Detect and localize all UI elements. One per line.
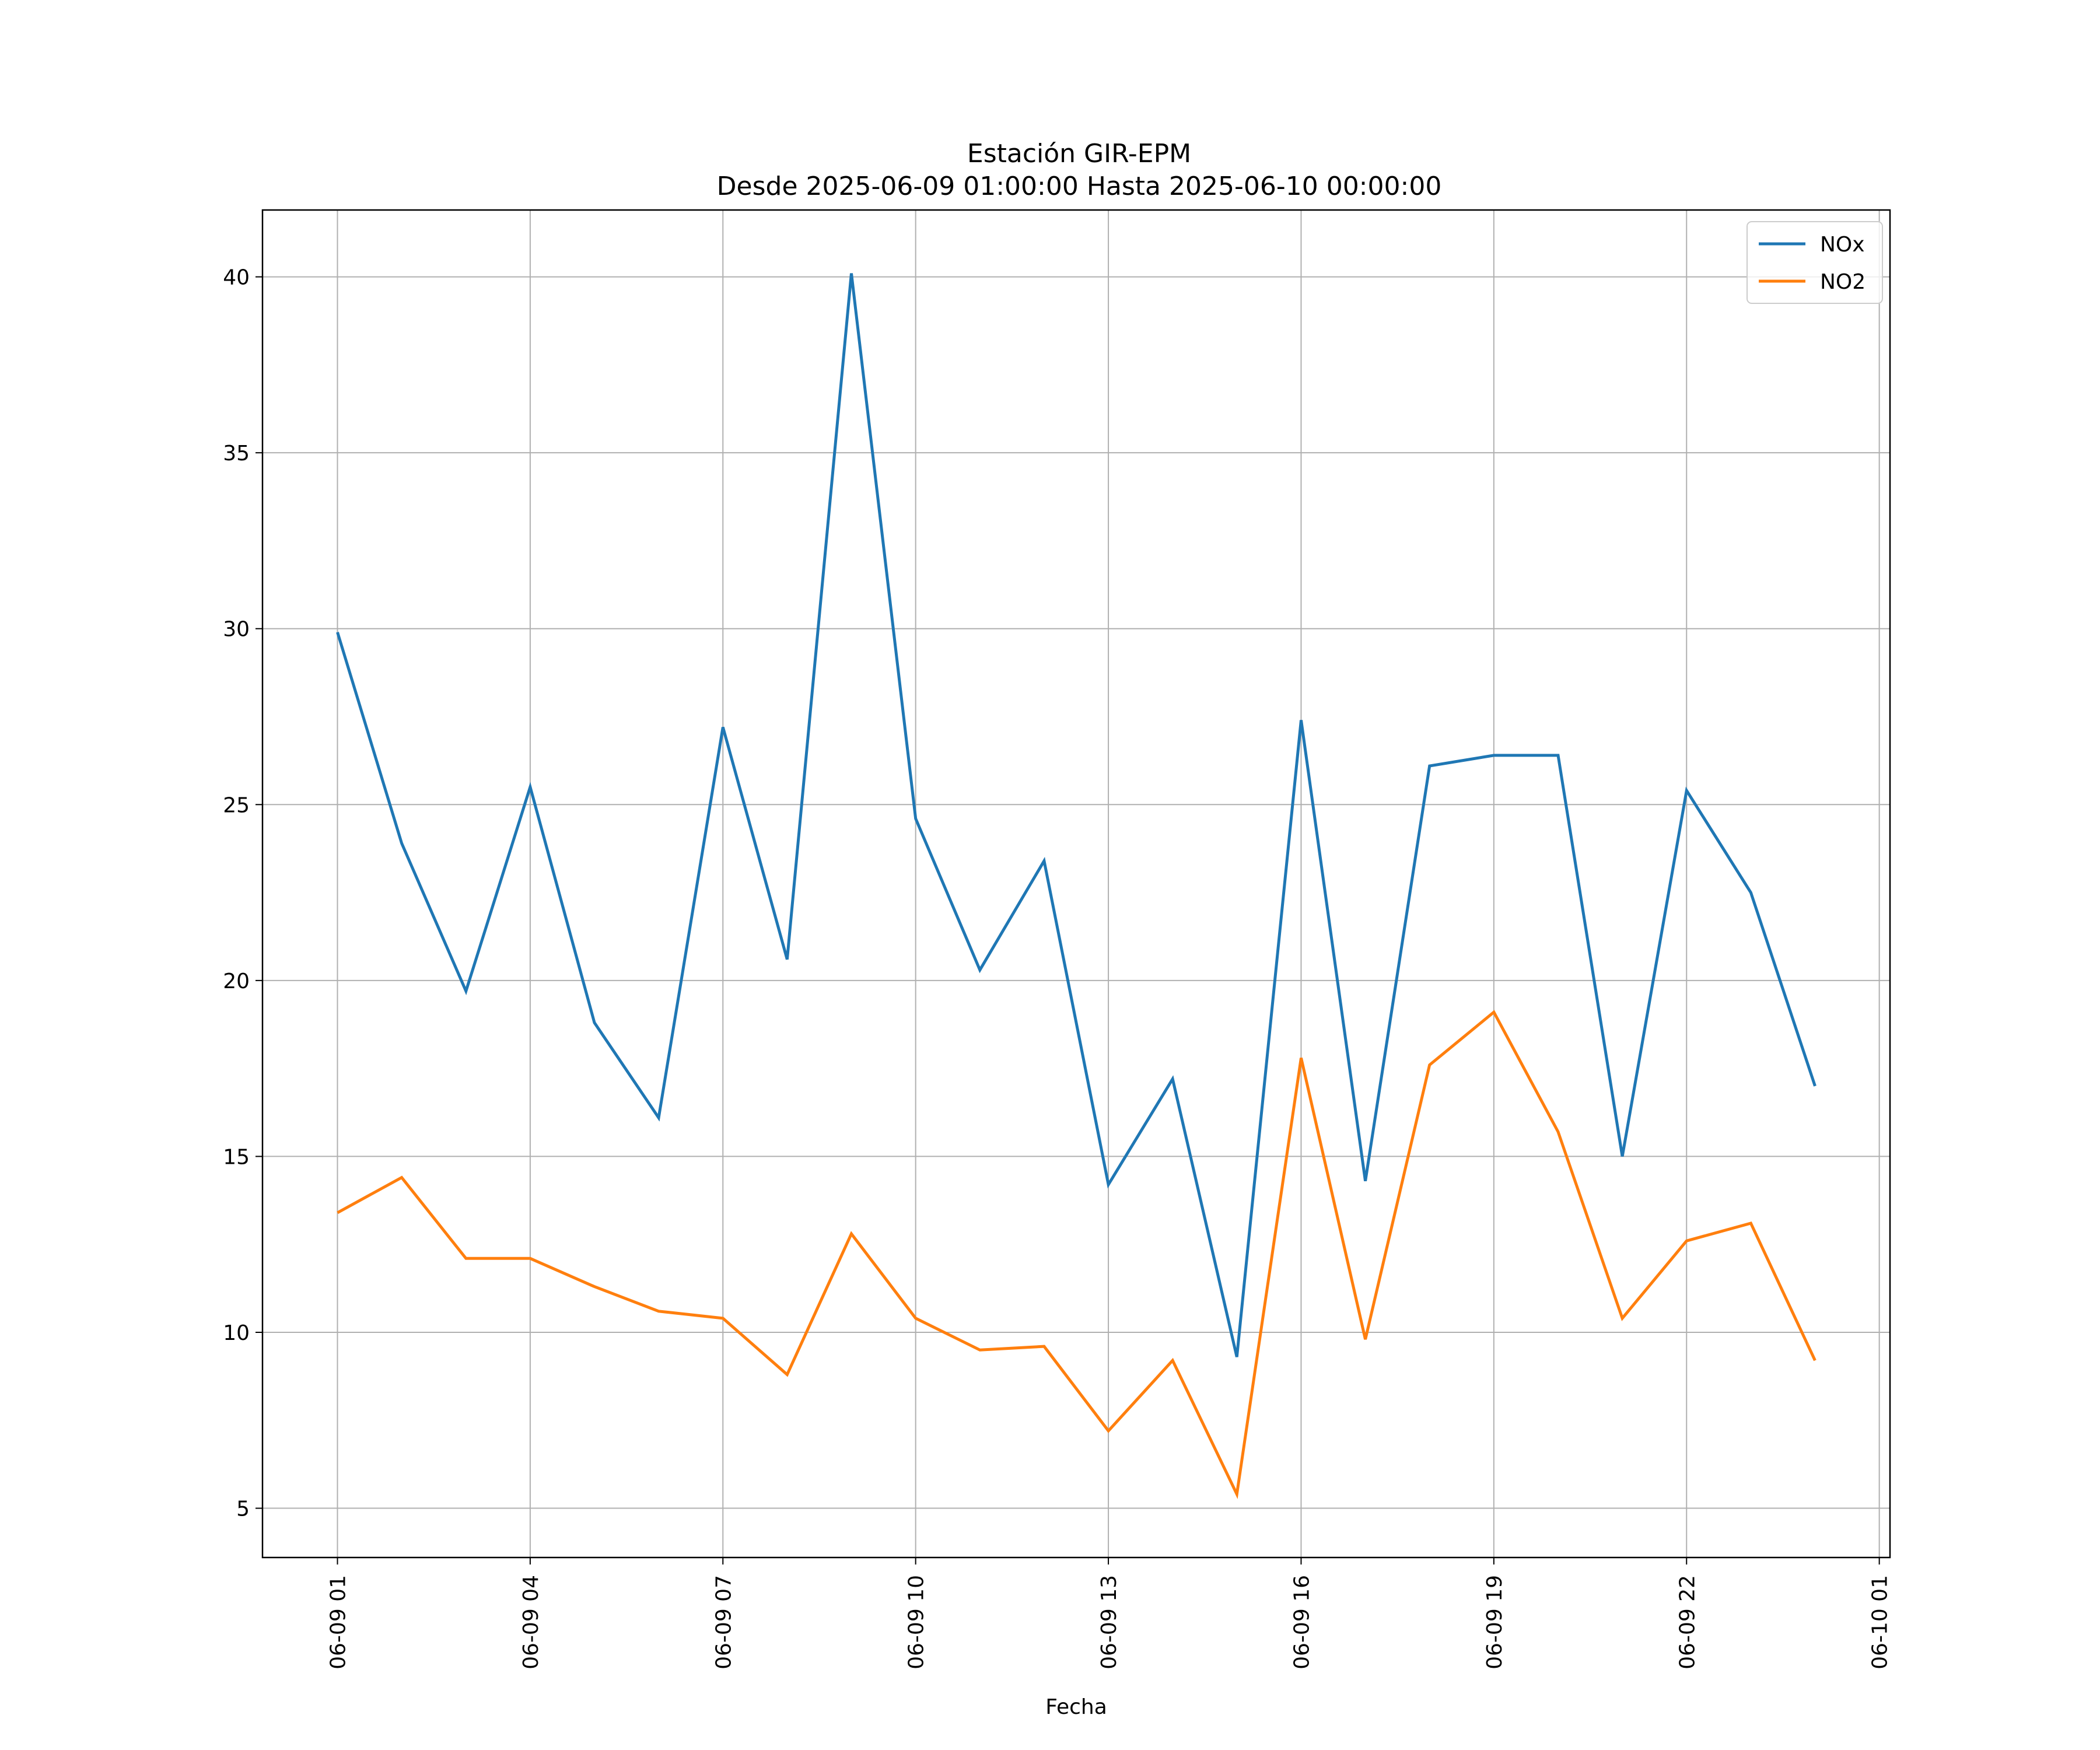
x-tick-label: 06-09 16 bbox=[1290, 1575, 1314, 1670]
x-tick-label: 06-09 07 bbox=[712, 1575, 736, 1670]
series-lines bbox=[336, 273, 1817, 1499]
x-tick-label: 06-09 22 bbox=[1675, 1575, 1699, 1670]
y-tick-label: 5 bbox=[236, 1497, 250, 1521]
plot-frame bbox=[261, 209, 1891, 1559]
y-tick-label: 25 bbox=[223, 793, 250, 817]
chart-title: Estación GIR-EPM bbox=[967, 139, 1191, 169]
legend: NOx NO2 bbox=[1746, 221, 1883, 304]
legend-label-no2: NO2 bbox=[1820, 270, 1866, 294]
legend-box bbox=[1746, 221, 1883, 304]
grid bbox=[262, 210, 1890, 1558]
series-line-no2 bbox=[337, 1010, 1817, 1499]
legend-label-nox: NOx bbox=[1820, 233, 1865, 257]
x-tick-label: 06-09 19 bbox=[1483, 1575, 1507, 1670]
x-tick-label: 06-09 10 bbox=[905, 1575, 929, 1670]
y-tick-label: 35 bbox=[223, 442, 250, 466]
y-tick-label: 15 bbox=[223, 1145, 250, 1169]
y-tick-label: 40 bbox=[223, 266, 250, 290]
y-tick-label: 20 bbox=[223, 970, 250, 993]
x-axis-label: Fecha bbox=[1045, 1695, 1107, 1719]
x-tick-label: 06-10 01 bbox=[1868, 1575, 1892, 1670]
y-tick-label: 30 bbox=[223, 618, 250, 642]
x-axis: 06-09 01 06-09 04 06-09 07 06-09 10 06-09 13… bbox=[326, 1558, 1892, 1670]
x-tick-label: 06-09 01 bbox=[326, 1575, 350, 1670]
chart-subtitle: Desde 2025-06-09 01:00:00 Hasta 2025-06-… bbox=[717, 172, 1442, 201]
y-axis: 5 10 15 20 25 30 35 40 bbox=[223, 266, 262, 1521]
y-tick-label: 10 bbox=[223, 1321, 250, 1345]
x-tick-label: 06-09 04 bbox=[519, 1575, 543, 1670]
series-line-nox bbox=[336, 273, 1817, 1357]
x-tick-label: 06-09 13 bbox=[1097, 1575, 1121, 1670]
